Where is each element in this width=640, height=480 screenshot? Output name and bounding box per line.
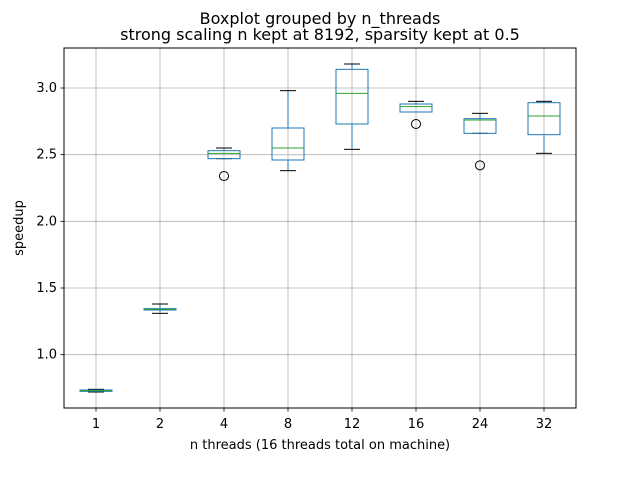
boxes-layer (79, 63, 561, 393)
x-tick-label: 1 (92, 417, 100, 432)
box-iqr (207, 150, 241, 160)
x-axis-label: n threads (16 threads total on machine) (190, 438, 450, 453)
x-tick-label: 4 (220, 417, 228, 432)
box-iqr (271, 127, 305, 161)
box-iqr (527, 102, 561, 136)
box-group (399, 100, 433, 129)
y-tick-label: 1.0 (36, 348, 57, 363)
box-group (527, 100, 561, 154)
chart-title: Boxplot grouped by n_threads (200, 9, 441, 29)
x-tick-label: 8 (284, 417, 292, 432)
box-group (463, 112, 497, 171)
plot-area-frame (63, 47, 577, 409)
box-group (271, 90, 305, 172)
box-group (79, 388, 113, 393)
chart-subtitle: strong scaling n kept at 8192, sparsity … (120, 25, 520, 44)
box-iqr (335, 68, 369, 125)
x-axis-ticks: 1 2 4 8 12 16 24 32 (92, 408, 552, 432)
outlier-point (219, 171, 229, 181)
y-tick-label: 1.5 (36, 281, 57, 296)
y-tick-label: 2.0 (36, 214, 57, 229)
box-group (335, 63, 369, 150)
box-group (207, 147, 241, 181)
box-iqr (463, 118, 497, 134)
x-tick-label: 16 (408, 417, 425, 432)
y-axis-ticks: 1.0 1.5 2.0 2.5 3.0 (36, 81, 64, 363)
box-iqr (399, 103, 433, 113)
y-axis-label: speedup (12, 200, 27, 256)
box-group (143, 303, 177, 314)
outlier-point (475, 160, 485, 171)
x-tick-label: 2 (156, 417, 164, 432)
y-tick-label: 2.5 (36, 148, 57, 163)
x-tick-label: 24 (472, 417, 489, 432)
x-tick-label: 12 (344, 417, 361, 432)
x-tick-label: 32 (536, 417, 553, 432)
y-tick-label: 3.0 (36, 81, 57, 96)
outlier-point (411, 119, 421, 129)
